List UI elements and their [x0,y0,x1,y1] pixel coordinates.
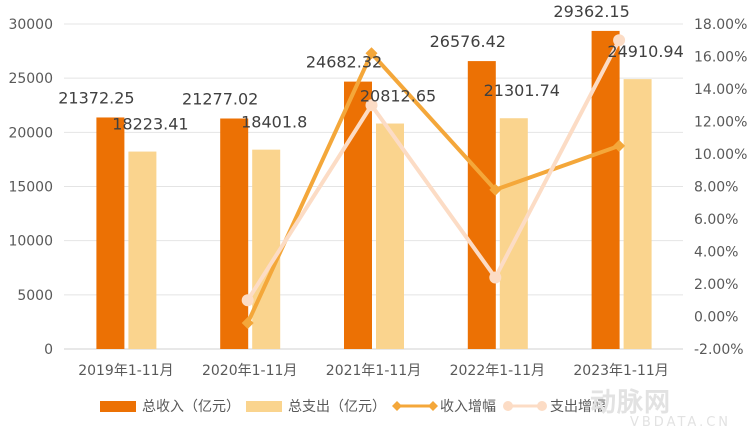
left-tick-label: 25000 [8,71,53,87]
right-tick-label: 8.00% [694,180,738,196]
left-tick-label: 5000 [17,288,53,304]
data-labels: 21372.25 21277.02 24682.32 26576.42 29362.15… [58,2,684,134]
right-tick-label: 6.00% [694,212,738,228]
income-bar [96,117,125,350]
right-tick-label: 10.00% [694,147,747,163]
legend-item-income: 总收入（亿元） [100,396,240,416]
watermark-main: 动脉网 [590,388,672,418]
legend-item-expense: 总支出（亿元） [246,396,386,416]
right-tick-label: 0.00% [694,310,738,326]
diamond-marker-icon [365,47,378,60]
income-bar [220,118,249,349]
diamond-line-icon [392,401,438,411]
expense-bar [252,149,281,349]
x-axis-labels: 2019年1-11月 2020年1-11月 2021年1-11月 2022年1-11月… [78,363,669,379]
x-tick-label: 2021年1-11月 [326,363,421,379]
legend-label-income-growth: 收入增幅 [440,399,496,415]
legend: 总收入（亿元） 总支出（亿元） 收入增幅 支出增幅 [100,396,612,416]
watermark-logo: 动脉网 VBDATA.CN [590,382,731,430]
data-label: 20812.65 [360,87,436,106]
x-tick-label: 2020年1-11月 [202,363,297,379]
data-label: 21277.02 [182,89,258,108]
data-label: 18401.8 [241,113,307,132]
gridlines [64,23,683,350]
expense-bar [623,79,652,350]
right-tick-label: 14.00% [694,82,747,98]
legend-label-expense: 总支出（亿元） [288,399,386,415]
data-label: 24910.94 [607,42,683,61]
right-tick-label: 16.00% [694,50,747,66]
bars [96,30,652,350]
expense-bar-swatch-icon [246,400,282,412]
right-tick-label: 18.00% [694,17,747,33]
circle-marker-icon [365,99,378,112]
expense-bar [376,123,404,349]
right-axis-ticks: -2.00% 0.00% 2.00% 4.00% 6.00% 8.00% 10.00% 12.… [694,17,747,358]
income-bar [467,61,496,350]
right-tick-label: 4.00% [694,245,738,261]
circle-line-icon [503,401,547,411]
left-tick-label: 15000 [8,180,53,196]
x-tick-label: 2022年1-11月 [450,363,545,379]
income-bar [344,81,372,349]
diamond-marker-icon [489,183,502,196]
growth-lines [241,34,626,329]
data-label: 24682.32 [306,53,382,72]
legend-label-expense-growth: 支出增幅 [550,399,606,415]
x-tick-label: 2023年1-11月 [573,363,668,379]
left-tick-label: 20000 [8,125,53,141]
expense-growth-line [246,39,621,302]
income-bar-swatch-icon [100,400,136,412]
watermark-sub: VBDATA.CN [630,415,732,430]
expense-bar [499,118,528,350]
legend-label-income: 总收入（亿元） [142,399,240,415]
left-axis-ticks: 0 5000 10000 15000 20000 25000 30000 [8,17,53,358]
circle-marker-icon [241,294,254,307]
x-tick-label: 2019年1-11月 [78,363,173,379]
circle-marker-icon [489,271,502,284]
diamond-marker-icon [241,317,254,329]
circle-marker-icon [613,34,626,47]
data-label: 29362.15 [553,2,629,21]
right-tick-label: 2.00% [694,277,738,293]
income-growth-line [245,51,620,324]
right-tick-label: -2.00% [694,342,744,358]
left-tick-label: 30000 [8,17,53,33]
income-bar [591,30,620,350]
data-label: 26576.42 [430,32,506,51]
expense-bar [128,151,157,349]
data-label: 21301.74 [484,81,560,100]
legend-item-expense-growth: 支出增幅 [502,396,606,416]
data-label: 18223.41 [112,115,188,134]
left-tick-label: 10000 [8,234,53,250]
left-tick-label: 0 [44,342,53,358]
right-tick-label: 12.00% [694,115,747,131]
diamond-marker-icon [613,139,626,152]
legend-item-income-growth: 收入增幅 [392,396,496,416]
data-label: 21372.25 [58,88,134,107]
